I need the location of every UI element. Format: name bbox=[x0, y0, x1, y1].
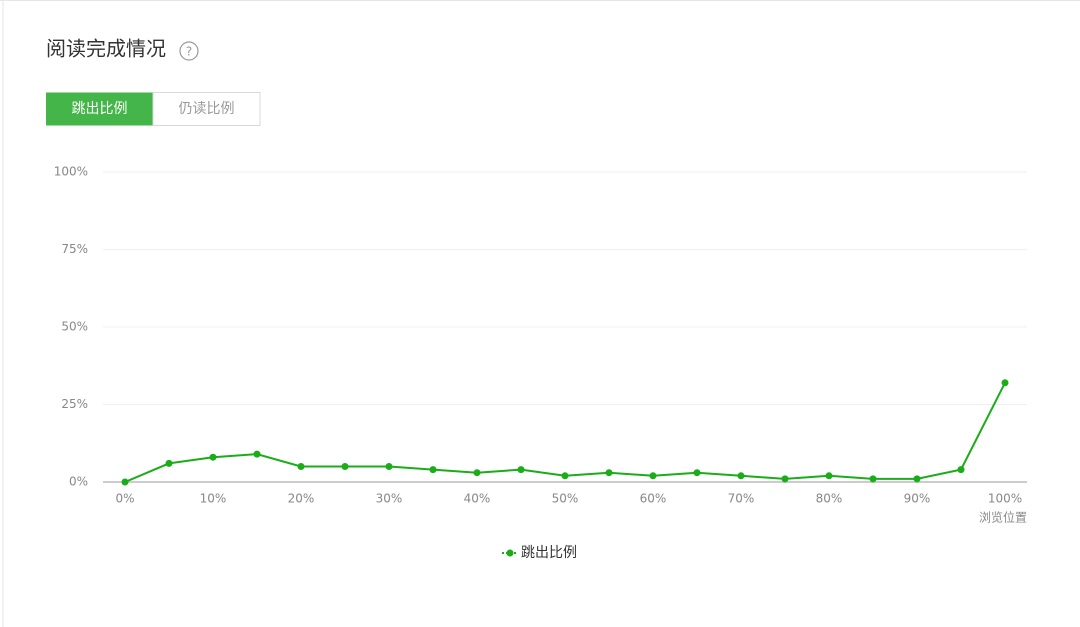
x-tick-label: 0% bbox=[115, 492, 134, 506]
data-point bbox=[781, 475, 789, 483]
x-tick-label: 30% bbox=[376, 492, 403, 506]
page-title: 阅读完成情况 bbox=[46, 37, 166, 61]
tab-label[interactable]: 跳出比例 bbox=[72, 101, 128, 117]
data-point bbox=[913, 475, 921, 483]
data-point bbox=[561, 472, 569, 480]
y-tick-label: 25% bbox=[61, 397, 88, 411]
data-point bbox=[253, 450, 261, 458]
help-icon[interactable]: ? bbox=[179, 41, 199, 61]
data-point bbox=[825, 472, 833, 480]
tab-label[interactable]: 仍读比例 bbox=[179, 100, 235, 117]
data-line bbox=[124, 382, 1006, 483]
data-point bbox=[737, 472, 745, 480]
x-tick-label: 40% bbox=[464, 492, 491, 506]
x-tick-label: 50% bbox=[552, 492, 579, 506]
x-tick-label: 70% bbox=[728, 492, 755, 506]
y-tick-label: 50% bbox=[61, 320, 88, 334]
tab[interactable] bbox=[152, 92, 261, 126]
x-tick-label: 60% bbox=[640, 492, 667, 506]
y-tick-label: 75% bbox=[61, 242, 88, 256]
data-point bbox=[517, 466, 525, 474]
x-tick-label: 10% bbox=[200, 492, 227, 506]
data-point bbox=[165, 459, 173, 467]
legend-label: 跳出比例 bbox=[521, 545, 577, 561]
data-point bbox=[605, 469, 613, 477]
svg-text:?: ? bbox=[186, 45, 192, 59]
data-point bbox=[121, 478, 129, 486]
y-tick-label: 100% bbox=[54, 165, 88, 179]
data-point bbox=[869, 475, 877, 483]
x-tick-label: 90% bbox=[904, 492, 931, 506]
data-point bbox=[385, 463, 393, 470]
data-point bbox=[341, 463, 349, 470]
data-point bbox=[649, 472, 657, 480]
x-tick-label: 100% bbox=[988, 492, 1022, 506]
data-point bbox=[297, 463, 305, 470]
y-tick-label: 0% bbox=[69, 475, 88, 489]
data-point bbox=[209, 453, 217, 461]
legend-marker bbox=[506, 549, 514, 557]
data-point bbox=[693, 469, 701, 477]
data-point bbox=[473, 469, 481, 477]
tab-active[interactable] bbox=[46, 92, 153, 126]
x-axis-label: 浏览位置 bbox=[979, 510, 1027, 525]
chart: 0% 25% 50% 75% 100% 0% 10% 20% 30% 40% 50% 60% 70% 80… bbox=[54, 165, 1027, 561]
x-tick-label: 80% bbox=[816, 492, 843, 506]
data-point bbox=[429, 466, 437, 474]
x-tick-label: 20% bbox=[288, 492, 315, 506]
data-point bbox=[1001, 379, 1009, 387]
data-point bbox=[957, 466, 965, 474]
